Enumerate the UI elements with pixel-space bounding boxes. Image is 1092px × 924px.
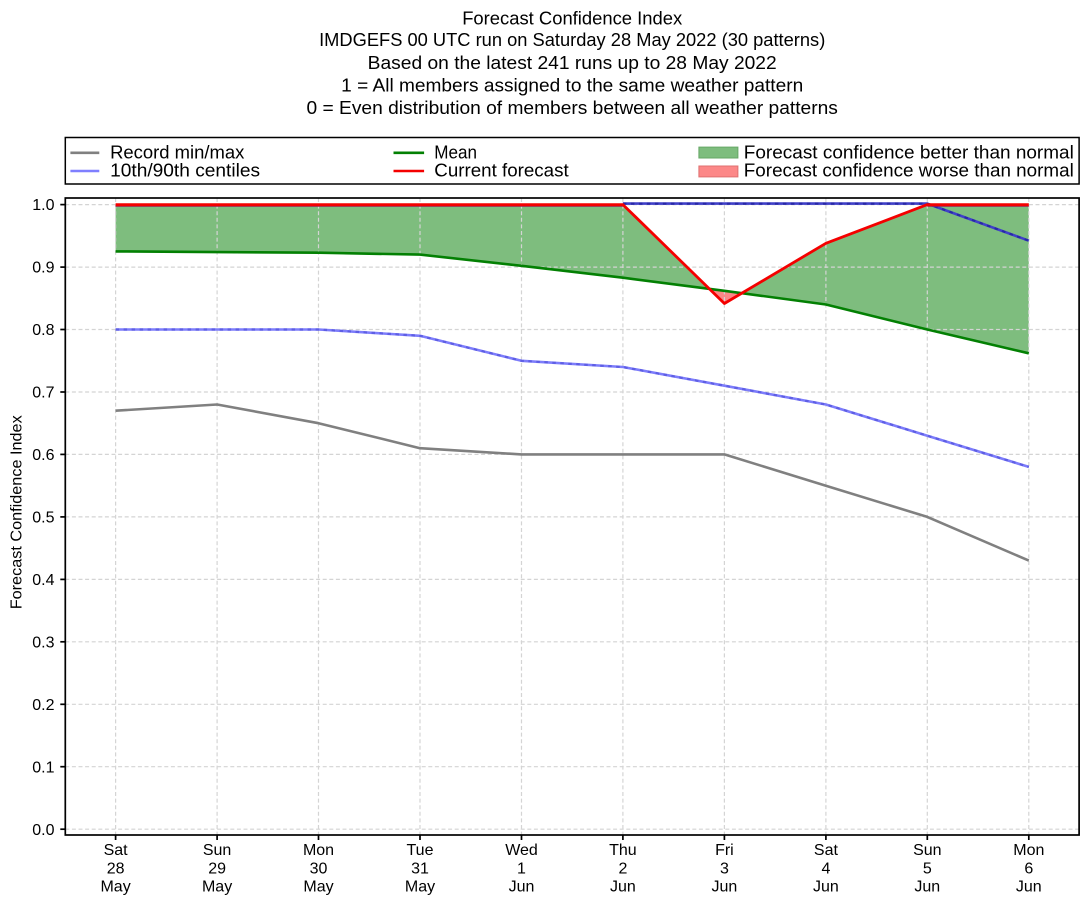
svg-text:0.4: 0.4 <box>32 572 54 589</box>
svg-text:0.6: 0.6 <box>32 447 54 464</box>
svg-text:May: May <box>405 879 435 896</box>
svg-text:Mon: Mon <box>303 842 334 859</box>
svg-text:Forecast Confidence Index: Forecast Confidence Index <box>462 8 683 29</box>
svg-text:28: 28 <box>107 860 125 877</box>
svg-text:Jun: Jun <box>813 879 839 896</box>
svg-text:Mean: Mean <box>434 141 477 162</box>
svg-text:1 = All members assigned to th: 1 = All members assigned to the same wea… <box>341 74 803 95</box>
svg-text:6: 6 <box>1024 860 1033 877</box>
svg-text:Sat: Sat <box>104 842 129 859</box>
svg-text:1.0: 1.0 <box>32 197 54 214</box>
svg-text:Tue: Tue <box>407 842 434 859</box>
svg-text:Forecast confidence worse than: Forecast confidence worse than normal <box>744 160 1074 181</box>
svg-text:Record min/max: Record min/max <box>110 141 245 162</box>
svg-text:Jun: Jun <box>914 879 940 896</box>
svg-text:Sat: Sat <box>814 842 839 859</box>
svg-text:Jun: Jun <box>712 879 738 896</box>
svg-text:0.7: 0.7 <box>32 385 54 402</box>
svg-text:1: 1 <box>517 860 526 877</box>
svg-text:31: 31 <box>411 860 429 877</box>
svg-text:Current forecast: Current forecast <box>434 160 568 181</box>
svg-text:0.0: 0.0 <box>32 822 54 839</box>
svg-text:2: 2 <box>618 860 627 877</box>
svg-text:0.1: 0.1 <box>32 759 54 776</box>
svg-text:May: May <box>100 879 130 896</box>
svg-text:29: 29 <box>208 860 226 877</box>
svg-text:Jun: Jun <box>610 879 636 896</box>
svg-text:0.5: 0.5 <box>32 510 54 527</box>
svg-text:IMDGEFS 00 UTC run on Saturday: IMDGEFS 00 UTC run on Saturday 28 May 20… <box>319 29 825 50</box>
svg-text:Wed: Wed <box>505 842 538 859</box>
svg-text:Sun: Sun <box>913 842 941 859</box>
svg-text:Forecast Confidence Index: Forecast Confidence Index <box>9 415 26 609</box>
svg-text:4: 4 <box>821 860 830 877</box>
svg-text:0.9: 0.9 <box>32 260 54 277</box>
svg-text:Fri: Fri <box>715 842 734 859</box>
svg-text:0.3: 0.3 <box>32 634 54 651</box>
svg-text:May: May <box>303 879 333 896</box>
svg-text:0.2: 0.2 <box>32 697 54 714</box>
svg-text:Forecast confidence better tha: Forecast confidence better than normal <box>744 141 1074 162</box>
svg-text:Mon: Mon <box>1013 842 1044 859</box>
svg-text:0 = Even distribution of membe: 0 = Even distribution of members between… <box>307 97 838 118</box>
svg-text:3: 3 <box>720 860 729 877</box>
svg-text:Jun: Jun <box>1016 879 1042 896</box>
svg-text:0.8: 0.8 <box>32 322 54 339</box>
svg-text:10th/90th centiles: 10th/90th centiles <box>110 160 260 181</box>
svg-text:30: 30 <box>310 860 328 877</box>
svg-text:Based on the latest 241 runs u: Based on the latest 241 runs up to 28 Ma… <box>368 52 777 73</box>
svg-text:Sun: Sun <box>203 842 231 859</box>
svg-text:5: 5 <box>923 860 932 877</box>
svg-text:Thu: Thu <box>609 842 637 859</box>
svg-text:May: May <box>202 879 232 896</box>
svg-text:Jun: Jun <box>509 879 535 896</box>
